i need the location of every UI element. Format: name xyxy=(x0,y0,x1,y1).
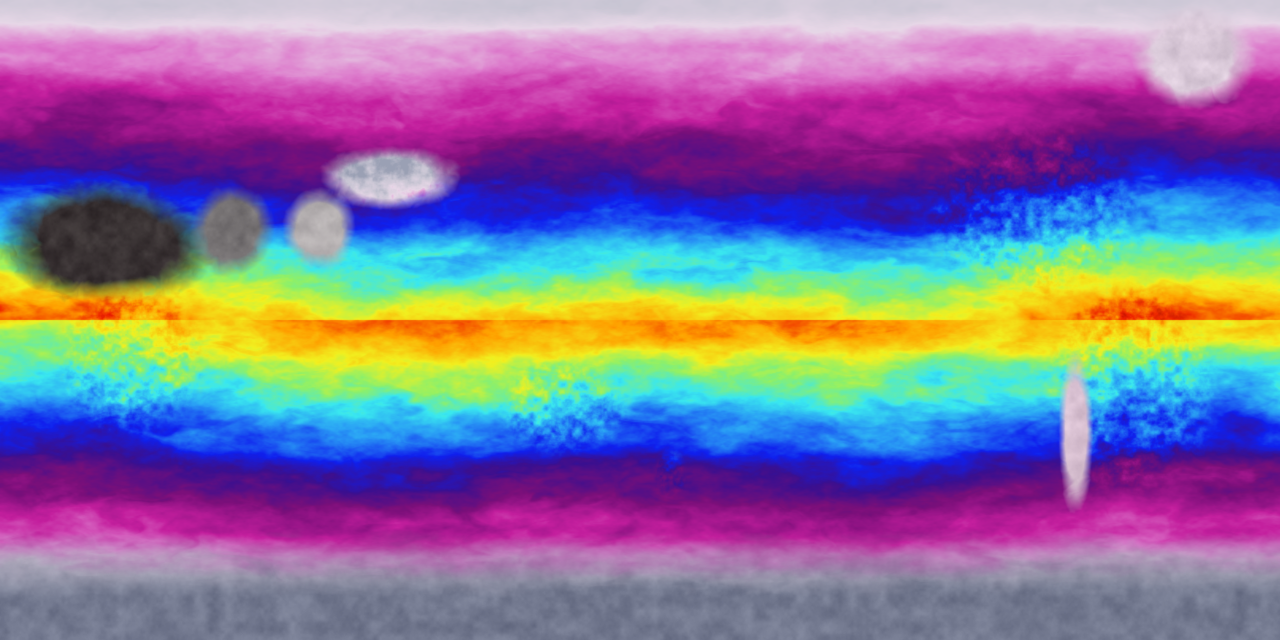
global-map-visualization xyxy=(0,0,1280,640)
atmospheric-field-heatmap xyxy=(0,0,1280,640)
